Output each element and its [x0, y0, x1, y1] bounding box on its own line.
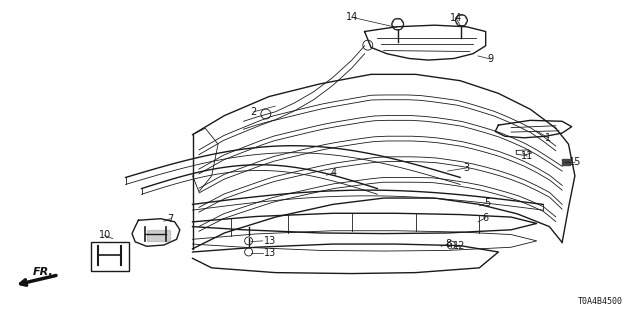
Text: 3: 3: [463, 163, 470, 173]
Text: 11: 11: [521, 151, 533, 161]
Text: 13: 13: [264, 248, 276, 258]
Text: 14: 14: [346, 12, 358, 22]
Text: 15: 15: [569, 157, 581, 167]
Text: T0A4B4500: T0A4B4500: [578, 297, 623, 306]
Text: 4: 4: [331, 168, 337, 178]
Polygon shape: [562, 159, 570, 165]
Text: FR.: FR.: [33, 268, 53, 277]
Text: 10: 10: [99, 230, 111, 241]
Bar: [91, 243, 129, 271]
Text: 6: 6: [483, 213, 489, 223]
Polygon shape: [147, 230, 170, 241]
Text: 12: 12: [452, 241, 465, 251]
Text: 2: 2: [251, 107, 257, 117]
Text: 1: 1: [545, 133, 551, 143]
Text: 8: 8: [445, 239, 452, 249]
Text: 14: 14: [450, 13, 462, 23]
Text: 5: 5: [484, 198, 490, 208]
Text: 9: 9: [488, 54, 494, 64]
Text: 7: 7: [167, 214, 173, 224]
Text: 13: 13: [264, 236, 276, 246]
